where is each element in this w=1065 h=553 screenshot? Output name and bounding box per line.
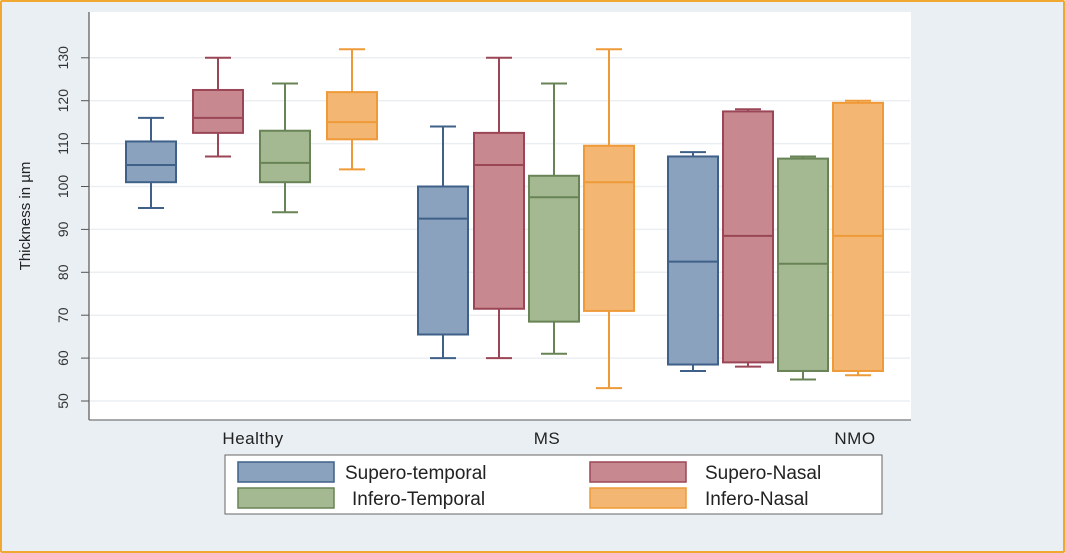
y-tick-label: 50 [55, 393, 71, 409]
box-supero-nasal-ms [473, 56, 525, 360]
y-tick-label: 70 [55, 307, 71, 323]
iqr-box [125, 140, 177, 184]
legend-swatch [589, 461, 687, 483]
legend-label: Infero-Nasal [705, 489, 809, 510]
legend-label: Supero-Nasal [705, 463, 821, 484]
y-tick-label: 60 [55, 350, 71, 366]
y-tick-label: 90 [55, 221, 71, 237]
y-tick-label: 110 [55, 132, 71, 155]
iqr-box [259, 129, 311, 184]
y-tick-label: 80 [55, 264, 71, 280]
iqr-box [417, 185, 469, 336]
y-tick-label: 130 [55, 46, 71, 70]
iqr-box [473, 131, 525, 310]
legend-swatch [589, 487, 687, 509]
iqr-box [528, 174, 580, 323]
y-tick-label: 100 [55, 175, 71, 199]
category-label: MS [534, 429, 561, 448]
legend-swatch [237, 487, 335, 509]
box-infero-nasal-healthy [326, 48, 378, 171]
iqr-box [777, 157, 829, 372]
iqr-box [326, 91, 378, 141]
box-infero-temporal-healthy [259, 82, 311, 214]
box-supero-nasal-nmo [722, 108, 774, 368]
box-supero-temporal-ms [417, 125, 469, 360]
box-infero-nasal-ms [583, 48, 635, 390]
iqr-box [667, 155, 719, 366]
legend-label: Infero-Temporal [352, 489, 485, 510]
box-infero-temporal-nmo [777, 155, 829, 381]
iqr-box [192, 88, 244, 134]
category-label: Healthy [222, 429, 283, 448]
iqr-box [722, 110, 774, 364]
legend-label: Supero-temporal [345, 463, 487, 484]
box-infero-temporal-ms [528, 82, 580, 355]
category-label: NMO [834, 429, 875, 448]
legend-swatch [237, 461, 335, 483]
box-supero-nasal-healthy [192, 56, 244, 158]
box-infero-nasal-nmo [832, 99, 884, 377]
y-axis-label: Thickness in µm [17, 162, 34, 271]
iqr-box [832, 101, 884, 372]
box-supero-temporal-nmo [667, 151, 719, 372]
iqr-box [583, 144, 635, 312]
y-tick-label: 120 [55, 89, 71, 113]
box-supero-temporal-healthy [125, 116, 177, 209]
